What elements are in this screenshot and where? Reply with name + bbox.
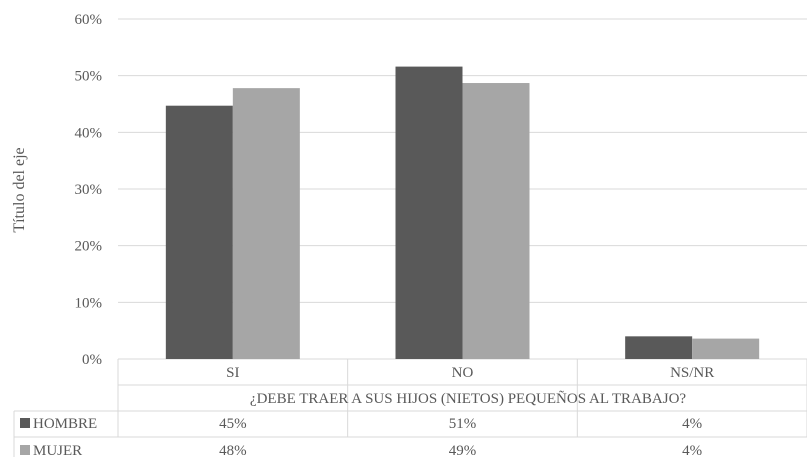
y-tick-label: 40% xyxy=(75,125,103,141)
bar-hombre-no xyxy=(395,66,463,359)
x-axis-label: ¿DEBE TRAER A SUS HIJOS (NIETOS) PEQUEÑO… xyxy=(250,391,686,407)
legend-swatch-mujer xyxy=(20,445,30,455)
data-table: SI NO NS/NR HOMBRE 45% 51% 4% MUJER 48% 49% 4% xyxy=(13,359,807,459)
data-table-cell: 45% xyxy=(219,416,247,432)
legend-label-hombre: HOMBRE xyxy=(33,416,97,432)
data-table-cell: 51% xyxy=(449,416,477,432)
y-tick-label: 50% xyxy=(75,69,103,85)
y-axis-label: Título del eje xyxy=(11,147,28,232)
data-table-cell: 48% xyxy=(219,443,247,459)
bar-mujer-no xyxy=(462,83,530,360)
data-table-cell: 4% xyxy=(682,416,702,432)
x-tick-label: NS/NR xyxy=(670,365,714,381)
bar-mujer-ns-nr xyxy=(692,338,760,359)
x-tick-label: NO xyxy=(452,365,474,381)
legend-swatch-hombre xyxy=(20,418,30,428)
y-tick-label: 10% xyxy=(75,295,103,311)
y-tick-label: 20% xyxy=(75,239,103,255)
bar-hombre-si xyxy=(165,105,233,359)
bar-hombre-ns-nr xyxy=(625,336,693,359)
data-table-cell: 49% xyxy=(449,443,477,459)
y-axis-ticks: 0% 10% 20% 30% 40% 50% 60% xyxy=(75,12,103,368)
bar-mujer-si xyxy=(232,88,300,359)
y-tick-label: 30% xyxy=(75,182,103,198)
legend-label-mujer: MUJER xyxy=(33,443,82,459)
data-table-cell: 4% xyxy=(682,443,702,459)
x-tick-label: SI xyxy=(226,365,239,381)
y-tick-label: 60% xyxy=(75,12,103,28)
bars xyxy=(165,66,760,360)
y-tick-label: 0% xyxy=(82,352,102,368)
